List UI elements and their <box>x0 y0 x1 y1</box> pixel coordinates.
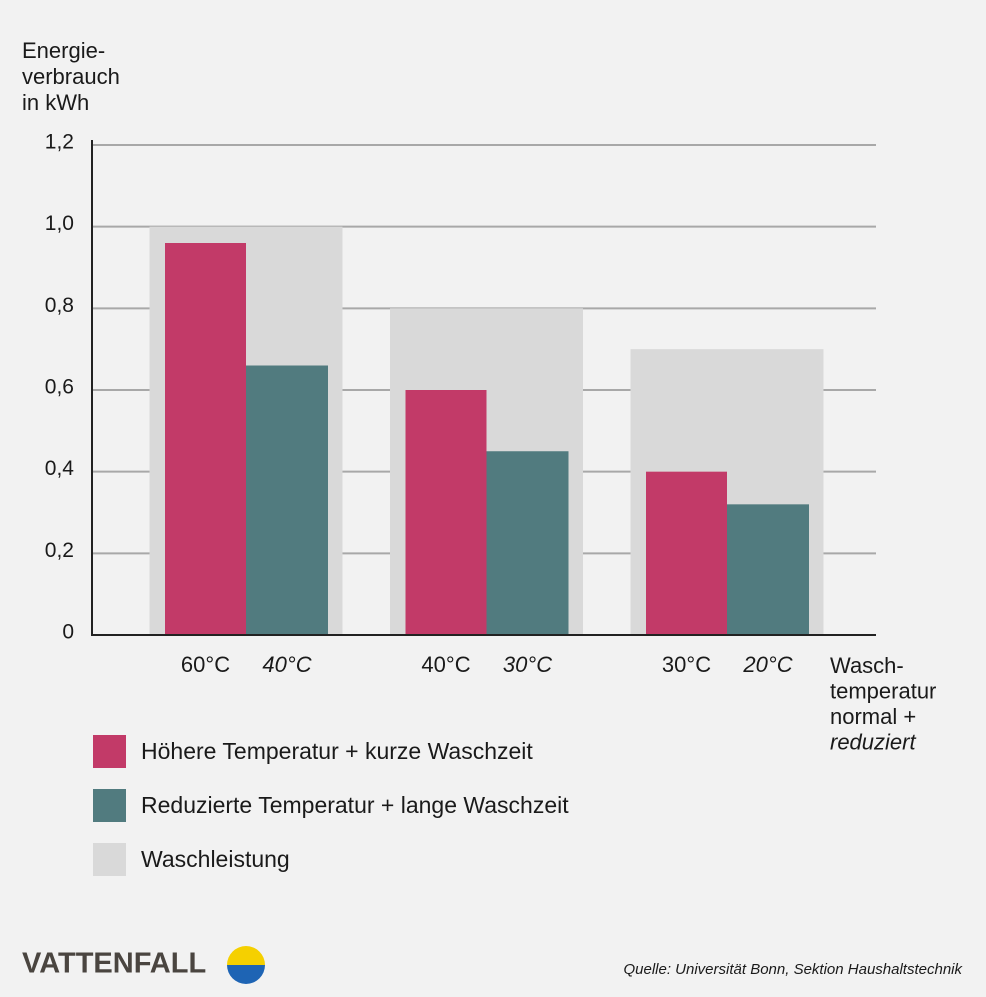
x-tick-label: 30°C <box>503 652 552 677</box>
y-tick-label: 1,0 <box>45 212 74 235</box>
source: Quelle: Universität Bonn, Sektion Hausha… <box>623 961 963 978</box>
legend-label: Reduzierte Temperatur + lange Waschzeit <box>141 792 569 818</box>
y-tick-label: 0,6 <box>45 376 74 399</box>
legend-label: Waschleistung <box>141 846 290 872</box>
x-tick-label: 20°C <box>742 652 792 677</box>
y-tick-label: 0,2 <box>45 539 74 562</box>
x-tick-label: 40°C <box>262 652 311 677</box>
legend-swatch <box>93 789 126 822</box>
brand-logo <box>227 946 265 984</box>
x-tick-label: 60°C <box>181 652 230 677</box>
bar <box>165 243 246 635</box>
x-axis-title: reduziert <box>830 729 916 754</box>
bar <box>246 365 328 635</box>
y-tick-label: 0,8 <box>45 294 74 317</box>
y-axis-title: verbrauch <box>22 64 120 89</box>
bar <box>405 390 487 635</box>
brand: VATTENFALL <box>22 948 206 980</box>
x-tick-label: 30°C <box>662 652 711 677</box>
x-tick-label: 40°C <box>421 652 470 677</box>
legend-label: Höhere Temperatur + kurze Waschzeit <box>141 738 533 764</box>
y-tick-label: 0 <box>62 621 74 644</box>
legend-swatch <box>93 735 126 768</box>
bar <box>486 451 569 635</box>
legend-swatch <box>93 843 126 876</box>
y-axis-title: in kWh <box>22 90 89 115</box>
y-axis-title: Energie- <box>22 38 105 63</box>
bar <box>646 471 727 635</box>
bar <box>727 504 809 635</box>
x-axis-title: temperatur <box>830 678 936 703</box>
y-tick-label: 1,2 <box>45 131 74 154</box>
x-axis-title: Wasch- <box>830 653 904 678</box>
y-tick-label: 0,4 <box>45 457 75 480</box>
x-axis-title: normal + <box>830 704 916 729</box>
